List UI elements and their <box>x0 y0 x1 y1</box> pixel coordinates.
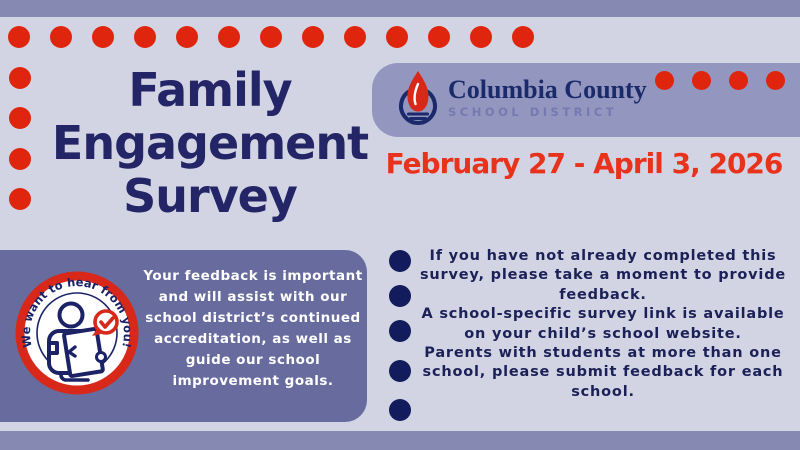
survey-date-range: February 27 - April 3, 2026 <box>385 147 784 180</box>
instruction-item: A school-specific survey link is availab… <box>421 306 785 342</box>
check-bubble-icon <box>92 309 119 336</box>
red-dot-icon <box>92 26 114 48</box>
red-dot-icon <box>134 26 156 48</box>
page-title: Family Engagement Survey <box>50 64 370 223</box>
district-name: Columbia County <box>448 75 647 104</box>
red-dot-icon <box>218 26 240 48</box>
red-dot-icon <box>302 26 324 48</box>
red-dot-icon <box>9 107 31 129</box>
feedback-box-text: Your feedback is important and will assi… <box>143 268 363 389</box>
district-subtitle: SCHOOL DISTRICT <box>448 105 618 119</box>
red-dot-icon <box>9 67 31 89</box>
red-dot-icon <box>729 71 748 90</box>
title-line: Survey <box>123 169 298 223</box>
hear-from-you-badge: We want to hear from you! <box>15 271 139 395</box>
flame-lamp-icon <box>399 71 437 125</box>
red-dot-icon <box>9 188 31 210</box>
red-dot-icon <box>260 26 282 48</box>
red-dot-icon <box>692 71 711 90</box>
navy-dot-icon <box>389 399 411 421</box>
district-logo-text: Columbia County SCHOOL DISTRICT <box>448 75 647 120</box>
red-dot-icon <box>655 71 674 90</box>
red-dot-icon <box>344 26 366 48</box>
title-line: Family <box>128 63 292 117</box>
red-dot-icon <box>9 148 31 170</box>
navy-dot-icon <box>389 285 411 307</box>
red-dot-row <box>8 26 534 48</box>
survey-instructions: If you have not already completed this s… <box>414 247 792 402</box>
top-border-band <box>0 0 800 17</box>
instruction-item: If you have not already completed this s… <box>419 248 787 303</box>
instruction-item: Parents with students at more than one s… <box>422 345 784 400</box>
red-dot-icon <box>8 26 30 48</box>
person-with-survey-icon <box>47 301 107 382</box>
red-dot-icon <box>50 26 72 48</box>
navy-dot-icon <box>389 320 411 342</box>
navy-dot-icon <box>389 360 411 382</box>
red-dot-icon <box>470 26 492 48</box>
navy-dot-icon <box>389 250 411 272</box>
title-line: Engagement <box>51 116 369 170</box>
bottom-border-band <box>0 431 800 450</box>
red-dot-icon <box>386 26 408 48</box>
red-dot-icon <box>176 26 198 48</box>
red-dot-icon <box>512 26 534 48</box>
district-logo-panel: Columbia County SCHOOL DISTRICT <box>372 63 800 137</box>
red-dot-icon <box>428 26 450 48</box>
red-dot-icon <box>766 71 785 90</box>
